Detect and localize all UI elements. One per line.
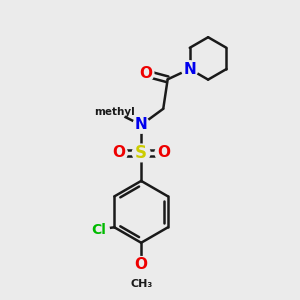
Text: CH₃: CH₃ [130, 279, 152, 289]
Circle shape [111, 145, 127, 161]
Text: O: O [139, 66, 152, 81]
Text: O: O [112, 146, 126, 160]
Text: O: O [135, 257, 148, 272]
Circle shape [87, 219, 110, 242]
Circle shape [133, 117, 149, 133]
Text: N: N [135, 118, 148, 133]
Circle shape [133, 256, 149, 273]
Circle shape [182, 61, 198, 77]
Circle shape [104, 101, 125, 122]
Circle shape [132, 144, 150, 162]
Text: S: S [135, 144, 147, 162]
Text: methyl: methyl [94, 107, 135, 117]
Text: Cl: Cl [91, 223, 106, 237]
Circle shape [129, 272, 154, 296]
Circle shape [137, 65, 154, 82]
Text: N: N [183, 61, 196, 76]
Text: O: O [157, 146, 170, 160]
Circle shape [155, 145, 172, 161]
